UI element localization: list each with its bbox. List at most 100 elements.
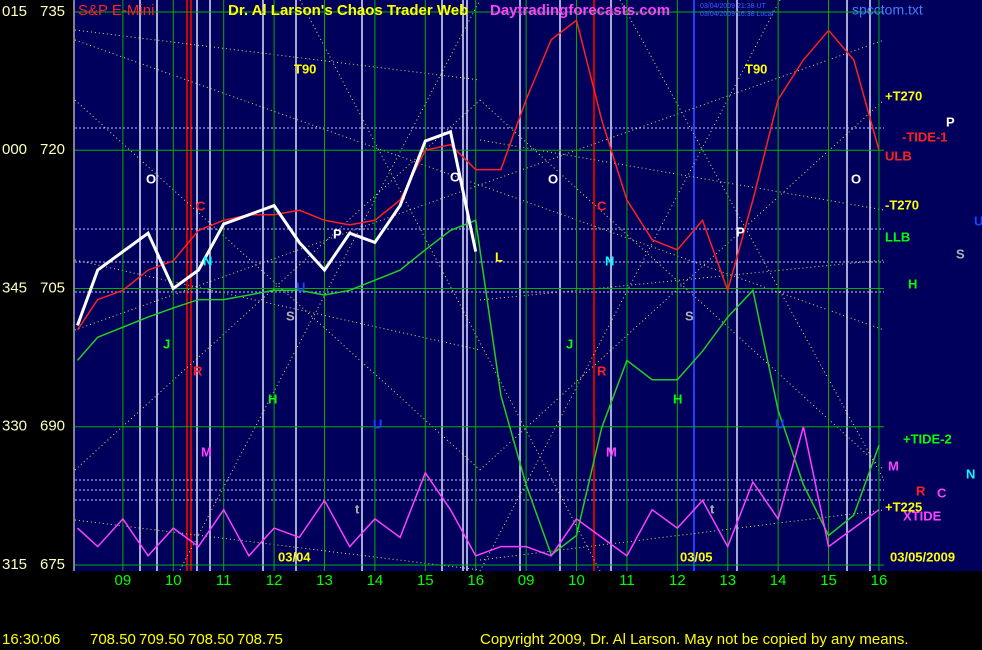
annotation: M <box>606 444 617 459</box>
annotation: S <box>685 308 694 323</box>
annotation: +T225 <box>885 499 922 514</box>
x-tick-label: 13 <box>719 572 736 589</box>
annotation: C <box>196 198 206 213</box>
x-tick-label: 10 <box>568 572 585 589</box>
y2-tick-label: 330 <box>2 418 27 435</box>
annotation: H <box>268 391 277 406</box>
annotation: U <box>775 416 784 431</box>
annotation: P <box>946 114 955 129</box>
chart-title: S&P E-Mini <box>78 2 154 19</box>
layout-line <box>479 99 885 471</box>
annotation: C <box>937 485 947 500</box>
copyright: Copyright 2009, Dr. Al Larson. May not b… <box>480 631 909 648</box>
annotation: ULB <box>885 148 912 163</box>
x-tick-label: 16 <box>871 572 888 589</box>
quote-time: 16:30:06 <box>2 631 60 648</box>
annotation: U <box>373 416 382 431</box>
annotation: t <box>355 501 360 516</box>
y-tick-label: 690 <box>40 418 65 435</box>
stamp: 03/04/2009 21:38 UT <box>700 3 766 10</box>
site-title: Dr. Al Larson's Chaos Trader Web <box>228 2 468 19</box>
site-name: Daytradingforecasts.com <box>490 2 670 19</box>
annotation: L <box>495 249 503 264</box>
annotation: P <box>333 226 342 241</box>
y2-tick-label: 345 <box>2 279 27 296</box>
file-name: spcctom.txt <box>852 2 923 18</box>
annotation: J <box>163 336 170 351</box>
annotation: O <box>450 169 460 184</box>
x-tick-label: 10 <box>165 572 182 589</box>
x-tick-label: 14 <box>367 572 384 589</box>
x-tick-label: 09 <box>518 572 535 589</box>
annotation: -T270 <box>885 197 919 212</box>
annotation: M <box>201 444 212 459</box>
annotation: O <box>146 171 156 186</box>
y2-tick-label: 015 <box>2 3 27 20</box>
y-tick-label: 705 <box>40 279 65 296</box>
annotation: N <box>605 253 614 268</box>
x-tick-label: 15 <box>417 572 434 589</box>
annotation: N <box>203 253 212 268</box>
annotation: P <box>736 224 745 239</box>
annotation: N <box>966 466 975 481</box>
x-tick-label: 11 <box>619 572 635 589</box>
series-line <box>76 219 880 557</box>
annotation: 03/04 <box>278 549 311 564</box>
annotation: U <box>296 279 305 294</box>
annotation: XTIDE <box>903 508 942 523</box>
annotation: t <box>710 501 715 516</box>
quote-price: 709.50 <box>139 631 185 648</box>
annotation: M <box>888 458 899 473</box>
annotation: H <box>673 391 682 406</box>
annotation: S <box>956 246 965 261</box>
layout-line <box>479 99 885 471</box>
x-tick-label: 12 <box>266 572 283 589</box>
x-tick-label: 09 <box>115 572 132 589</box>
annotation: LLB <box>885 229 910 244</box>
quote-price: 708.75 <box>237 631 283 648</box>
annotation: S <box>286 308 295 323</box>
series-line <box>76 129 478 326</box>
series-line <box>76 426 880 558</box>
annotation: H <box>908 276 917 291</box>
y-tick-label: 735 <box>40 3 65 20</box>
x-tick-label: 14 <box>770 572 787 589</box>
layout-line <box>74 519 481 571</box>
annotation: 03/05 <box>680 549 713 564</box>
x-tick-label: 13 <box>316 572 333 589</box>
annotation: J <box>566 336 573 351</box>
quote-price: 708.50 <box>188 631 234 648</box>
annotation: T90 <box>294 61 316 76</box>
layout-line <box>479 139 885 211</box>
y2-tick-label: 315 <box>2 556 27 573</box>
annotation: U <box>974 213 982 228</box>
annotation: T90 <box>745 61 767 76</box>
annotation: 03/05/2009 <box>890 549 955 564</box>
annotation: C <box>597 198 607 213</box>
stamp: 03/04/2009 16:38 Local <box>700 11 774 18</box>
layout-line <box>619 0 885 481</box>
annotation: +T270 <box>885 88 922 103</box>
y-tick-label: 675 <box>40 556 65 573</box>
annotation: R <box>193 363 203 378</box>
series-line <box>76 19 880 331</box>
layout-line <box>179 0 481 571</box>
annotation: O <box>851 171 861 186</box>
layout-line <box>74 39 885 331</box>
y2-tick-label: 000 <box>2 141 27 158</box>
annotation: O <box>548 171 558 186</box>
x-tick-label: 11 <box>216 572 232 589</box>
annotation: R <box>597 363 607 378</box>
annotation: +TIDE-2 <box>903 431 952 446</box>
layout-line <box>74 39 885 331</box>
layout-line <box>74 29 481 81</box>
annotation: R <box>916 483 926 498</box>
x-tick-label: 12 <box>669 572 686 589</box>
y-tick-label: 720 <box>40 141 65 158</box>
quote-price: 708.50 <box>90 631 136 648</box>
x-tick-label: 16 <box>467 572 484 589</box>
annotation: -TIDE-1 <box>902 129 948 144</box>
x-tick-label: 15 <box>820 572 837 589</box>
